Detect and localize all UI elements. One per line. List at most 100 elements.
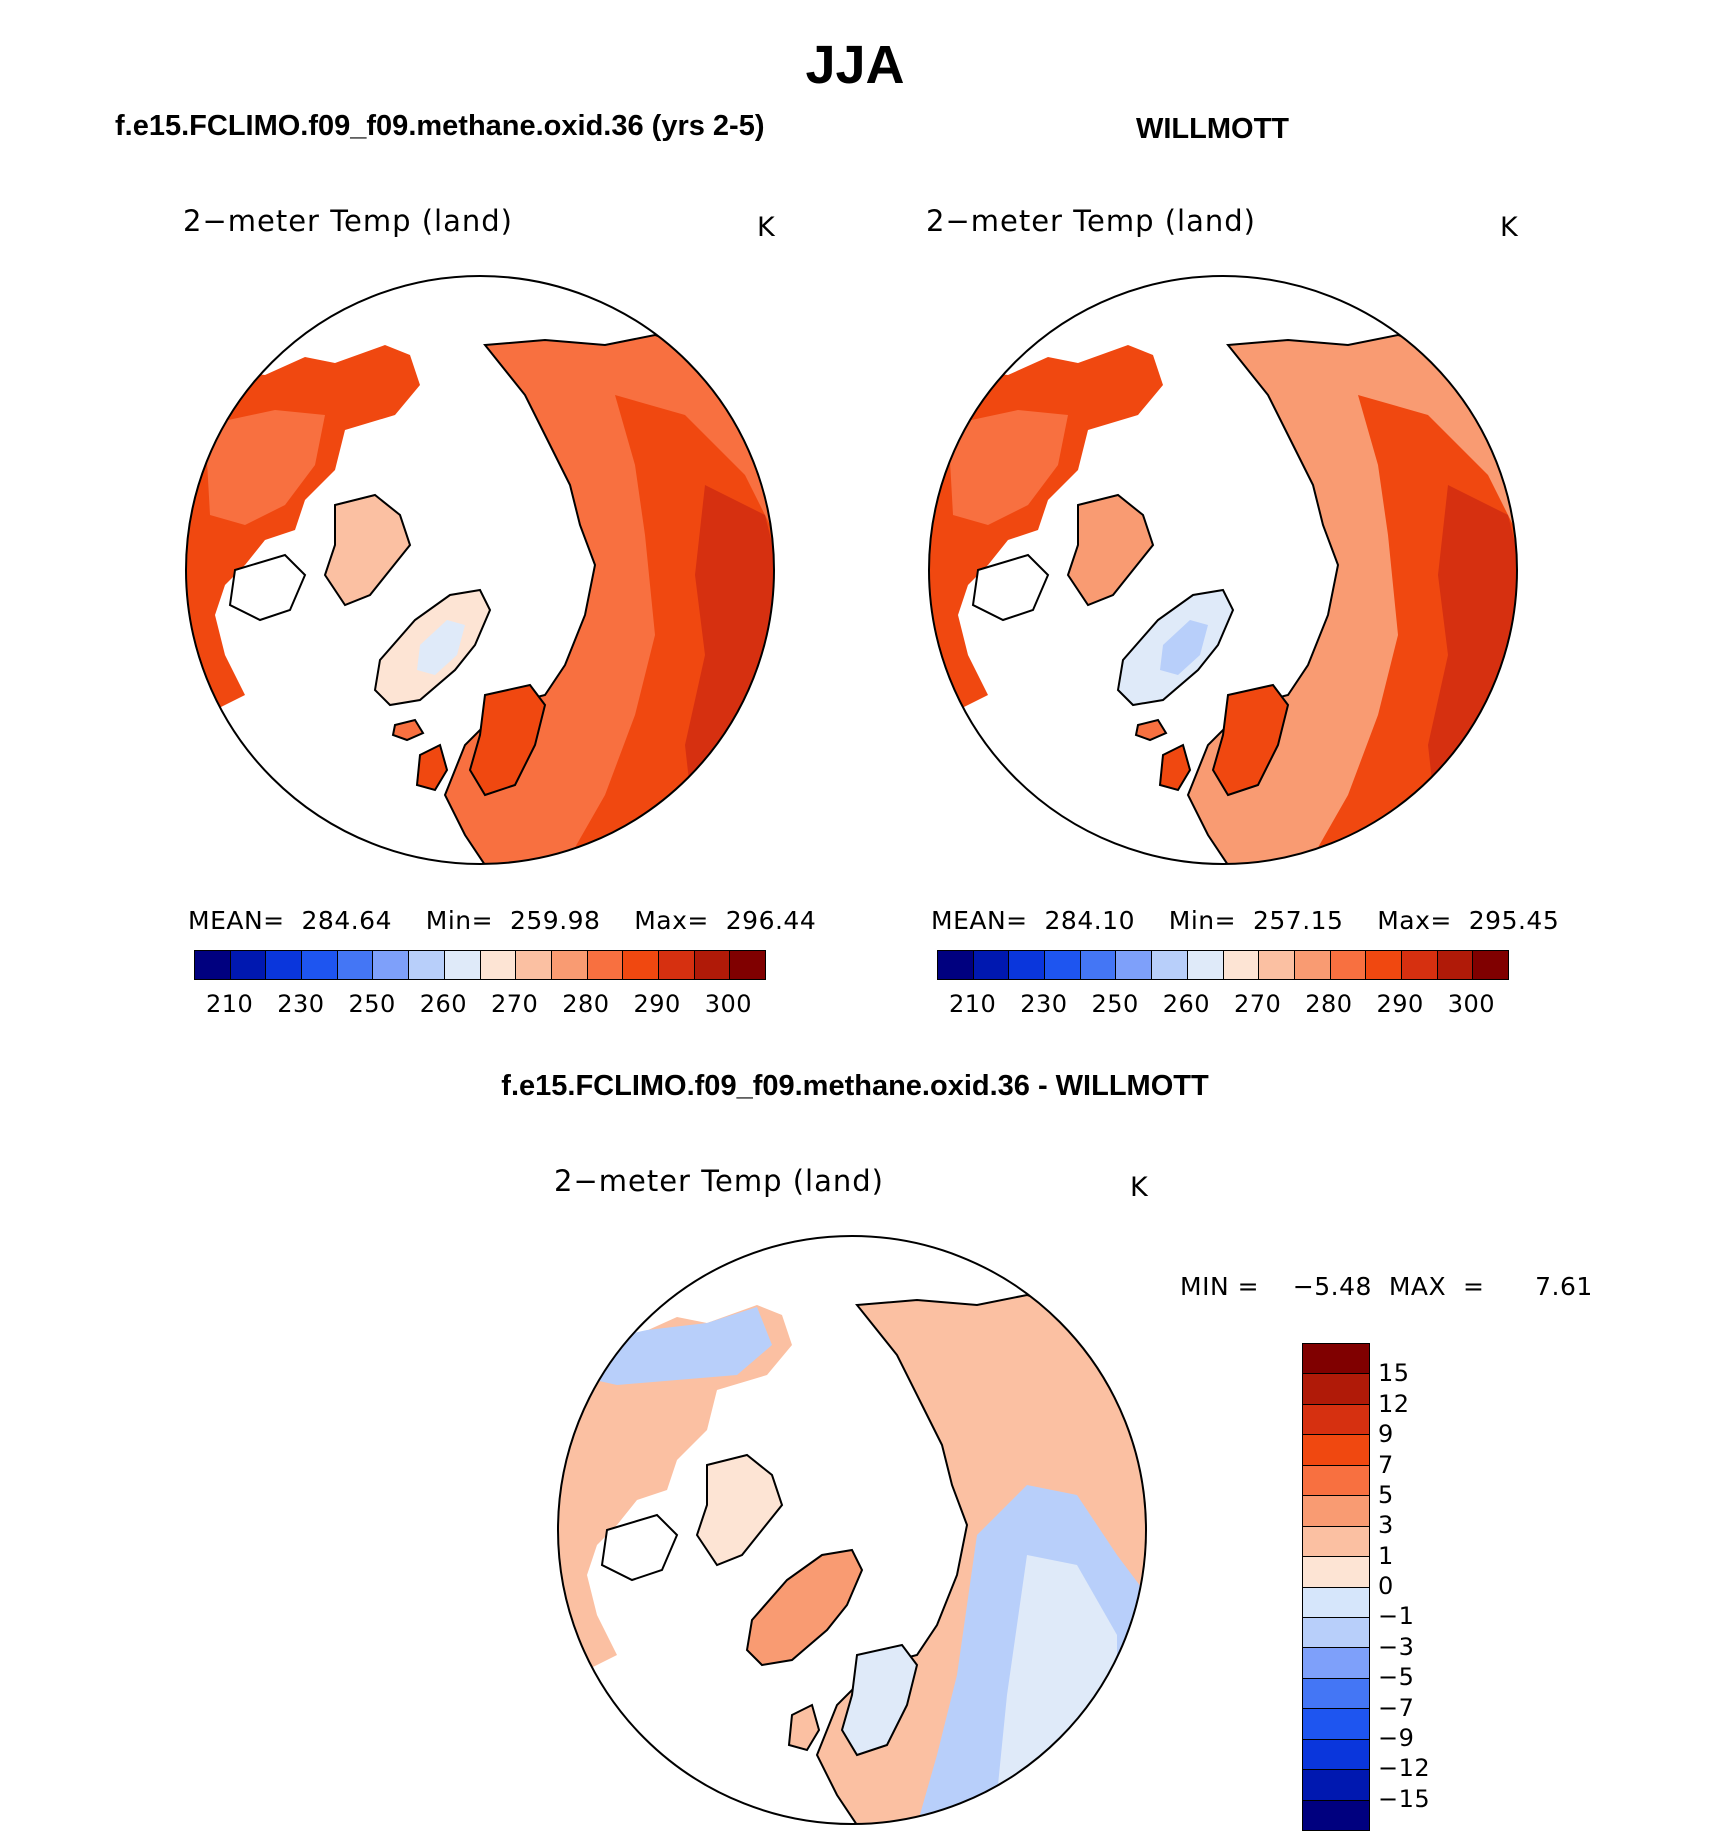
colorbar-tick-label: 12 [1378,1389,1410,1418]
colorbar-swatch [1009,951,1046,979]
colorbar-tick-label: −5 [1378,1663,1415,1692]
colorbar-swatch [1187,951,1224,979]
colorbar-swatch [1116,951,1153,979]
colorbar-tick-label: −15 [1378,1784,1431,1813]
colorbar-swatch [1294,951,1331,979]
north-america-cool-zone [572,1307,772,1385]
colorbar-tick-label: 260 [419,990,468,1018]
panel-obs-colorbar-labels: 210 230 250 260 270 280 290 300 [937,990,1507,1020]
panel-diff-colorbar-labels: 15 12 9 7 5 3 1 0 −1 −3 −5 −7 −9 −12 −15 [1378,1343,1458,1829]
colorbar-swatch [938,951,974,979]
colorbar-tick-label: −1 [1378,1602,1415,1631]
colorbar-swatch [1303,1648,1369,1679]
hudson-bay [971,553,1050,622]
colorbar-tick-label: 9 [1378,1420,1394,1449]
colorbar-tick-label: 250 [348,990,396,1018]
colorbar-tick-label: −7 [1378,1693,1415,1722]
colorbar-swatch [587,951,624,979]
colorbar-tick-label: −9 [1378,1723,1415,1752]
arctic-archipelago [695,1453,784,1567]
panel-model-stats: MEAN= 284.64 Min= 259.98 Max= 296.44 [188,906,817,935]
colorbar-tick-label: 15 [1378,1359,1410,1388]
colorbar-swatch [1152,951,1188,979]
figure-title: JJA [805,35,905,95]
colorbar-swatch [1303,1617,1369,1649]
panel-diff-units: K [1130,1172,1148,1203]
colorbar-swatch [1045,951,1081,979]
panel-obs-variable: 2−meter Temp (land) [926,204,1256,238]
panel-diff-variable: 2−meter Temp (land) [554,1164,884,1198]
iceland [1134,718,1168,742]
scandinavia [840,1643,919,1757]
colorbar-swatch [1259,951,1295,979]
colorbar-tick-label: 270 [1233,990,1282,1018]
arctic-archipelago [1066,493,1155,607]
panel-obs-colorbar [937,950,1509,980]
north-america-interior [948,410,1068,525]
colorbar-tick-label: 260 [1162,990,1211,1018]
colorbar-tick-label: 290 [1376,990,1424,1018]
colorbar-swatch [623,951,659,979]
colorbar-swatch [516,951,552,979]
colorbar-tick-label: 5 [1378,1480,1394,1509]
colorbar-swatch [1303,1374,1369,1405]
colorbar-swatch [1303,1770,1369,1801]
colorbar-tick-label: 290 [633,990,681,1018]
scandinavia [1211,683,1290,797]
iceland [391,718,425,742]
scandinavia [468,683,547,797]
colorbar-swatch [1303,1739,1369,1771]
colorbar-swatch [266,951,303,979]
colorbar-tick-label: 230 [277,990,325,1018]
colorbar-tick-label: 300 [704,990,753,1018]
panel-model-units: K [757,212,775,243]
colorbar-tick-label: 280 [1305,990,1353,1018]
colorbar-swatch [1303,1344,1369,1375]
colorbar-swatch [480,951,517,979]
panel-diff-stats: MIN = −5.48 MAX = 7.61 [1180,1272,1593,1301]
colorbar-swatch [1437,951,1474,979]
greenland-interior [417,620,465,675]
greenland-interior [1160,620,1208,675]
colorbar-swatch [1401,951,1438,979]
model-case-title: f.e15.FCLIMO.f09_f09.methane.oxid.36 (yr… [115,110,765,142]
colorbar-swatch [230,951,267,979]
colorbar-tick-label: 1 [1378,1541,1394,1570]
panel-obs-map [928,275,1518,865]
colorbar-tick-label: 210 [205,990,254,1018]
colorbar-swatch [1303,1709,1369,1740]
colorbar-swatch [337,951,374,979]
greenland-landmass [745,1548,864,1667]
colorbar-tick-label: 230 [1020,990,1068,1018]
colorbar-tick-label: 280 [562,990,610,1018]
british-isles [415,743,449,792]
colorbar-tick-label: 3 [1378,1511,1394,1540]
colorbar-swatch [1473,951,1508,979]
colorbar-swatch [1223,951,1260,979]
colorbar-swatch [373,951,410,979]
colorbar-swatch [1080,951,1117,979]
colorbar-swatch [409,951,445,979]
colorbar-swatch [551,951,588,979]
panel-model-colorbar-labels: 210 230 250 260 270 280 290 300 [194,990,764,1020]
panel-diff-colorbar [1302,1343,1370,1831]
panel-obs-stats: MEAN= 284.10 Min= 257.15 Max= 295.45 [931,906,1560,935]
colorbar-swatch [1303,1678,1369,1710]
panel-model-colorbar [194,950,766,980]
colorbar-swatch [1303,1557,1369,1588]
colorbar-tick-label: −12 [1378,1754,1431,1783]
panel-model-variable: 2−meter Temp (land) [183,204,513,238]
colorbar-tick-label: 270 [490,990,539,1018]
hudson-bay [228,553,307,622]
colorbar-tick-label: 210 [948,990,997,1018]
north-america-interior [205,410,325,525]
colorbar-swatch [973,951,1010,979]
colorbar-tick-label: 0 [1378,1572,1394,1600]
obs-case-title: WILLMOTT [1136,113,1290,145]
colorbar-swatch [1366,951,1402,979]
colorbar-tick-label: −3 [1378,1632,1415,1661]
colorbar-swatch [1303,1435,1369,1466]
colorbar-swatch [694,951,731,979]
colorbar-swatch [195,951,231,979]
colorbar-swatch [1303,1526,1369,1558]
